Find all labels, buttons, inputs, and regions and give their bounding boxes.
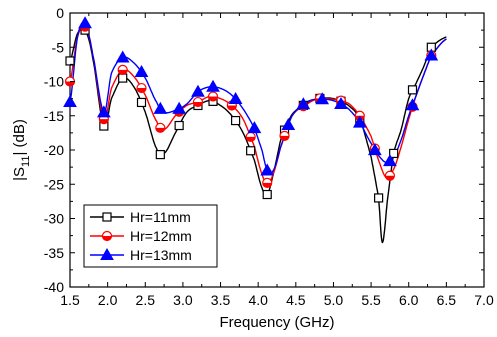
y-tick-label: -40 [44,279,64,295]
data-point-hr-13mm [352,115,367,128]
data-point-hr-13mm [260,163,275,176]
x-tick-label: 3.5 [211,292,231,308]
legend-label-hr-11mm: Hr=11mm [130,209,191,225]
x-tick-label: 1.5 [60,292,80,308]
legend-marker-hr-12mm [101,230,113,242]
data-point-hr-11mm [389,148,399,159]
y-tick-label: -35 [44,245,64,261]
data-point-hr-13mm [228,92,243,105]
legend-label-hr-13mm: Hr=13mm [130,247,192,263]
data-point-hr-11mm [118,73,128,83]
data-point-hr-13mm [115,50,130,63]
data-point-hr-13mm [334,97,348,110]
y-axis-title-tail: | (dB) [11,119,28,155]
data-point-hr-11mm [136,97,147,108]
data-point-hr-12mm [117,64,128,75]
x-tick-label: 5.5 [361,292,381,308]
data-point-hr-13mm [424,48,439,61]
data-point-hr-11mm [407,85,418,95]
data-point-hr-13mm [367,143,382,156]
data-point-hr-11mm [174,120,184,131]
data-point-hr-13mm [78,16,92,29]
y-tick-label: -15 [44,108,64,124]
x-tick-label: 3.0 [173,292,193,308]
x-tick-label: 4.5 [286,292,306,308]
data-point-hr-12mm [207,91,219,102]
y-tick-label: 0 [56,5,64,21]
x-tick-label: 5.0 [324,292,344,308]
x-tick-label: 2.0 [98,292,118,308]
data-point-hr-11mm [262,189,272,200]
ticks-group: 1.5 2.0 2.5 3.0 3.5 4.0 4.5 5.0 5.5 6.0 6.5 7.0 0 -5 -… [44,5,494,308]
y-axis-title: |S11| (dB) [11,119,32,181]
data-point-hr-11mm [155,149,165,160]
x-tick-label: 4.0 [248,292,268,308]
legend-marker-hr-13mm [100,247,114,260]
x-tick-label: 7.0 [474,292,494,308]
data-point-hr-13mm [405,98,420,111]
data-point-hr-13mm [191,84,205,97]
data-point-hr-11mm [374,193,384,203]
markers-group [63,16,439,203]
data-point-hr-12mm [279,130,290,141]
data-point-hr-12mm [192,96,204,108]
y-axis-title-subscript: 11 [20,156,32,167]
y-tick-label: -5 [52,39,65,55]
y-axis-title-main: |S [11,167,28,181]
data-point-hr-13mm [134,65,149,78]
y-tick-label: -20 [44,142,64,158]
data-point-hr-13mm [296,97,311,110]
data-point-hr-12mm [245,131,256,143]
data-point-hr-13mm [281,118,296,131]
x-tick-label: 2.5 [136,292,156,308]
data-point-hr-12mm [384,170,396,181]
data-point-hr-13mm [247,121,262,134]
legend-marker-hr-11mm [102,212,112,222]
legend-label-hr-12mm: Hr=12mm [130,228,192,244]
data-point-hr-13mm [315,92,330,105]
y-tick-label: -10 [44,74,64,90]
data-point-hr-11mm [246,146,256,156]
data-point-hr-13mm [383,154,397,167]
data-point-hr-11mm [65,56,75,66]
data-point-hr-13mm [206,79,220,92]
data-point-hr-12mm [262,177,273,188]
data-point-hr-12mm [155,122,166,133]
x-tick-label: 6.5 [437,292,457,308]
data-point-hr-13mm [97,105,111,118]
y-tick-label: -25 [44,176,64,192]
data-point-hr-11mm [231,115,241,126]
data-point-hr-13mm [63,95,77,108]
x-tick-label: 6.0 [399,292,419,308]
legend: Hr=11mm Hr=12mm Hr=13mm [83,204,218,268]
x-axis-title: Frequency (GHz) [219,314,334,331]
y-tick-label: -30 [44,211,64,227]
data-point-hr-12mm [136,82,147,94]
data-point-hr-13mm [153,101,168,114]
data-point-hr-13mm [172,101,187,114]
